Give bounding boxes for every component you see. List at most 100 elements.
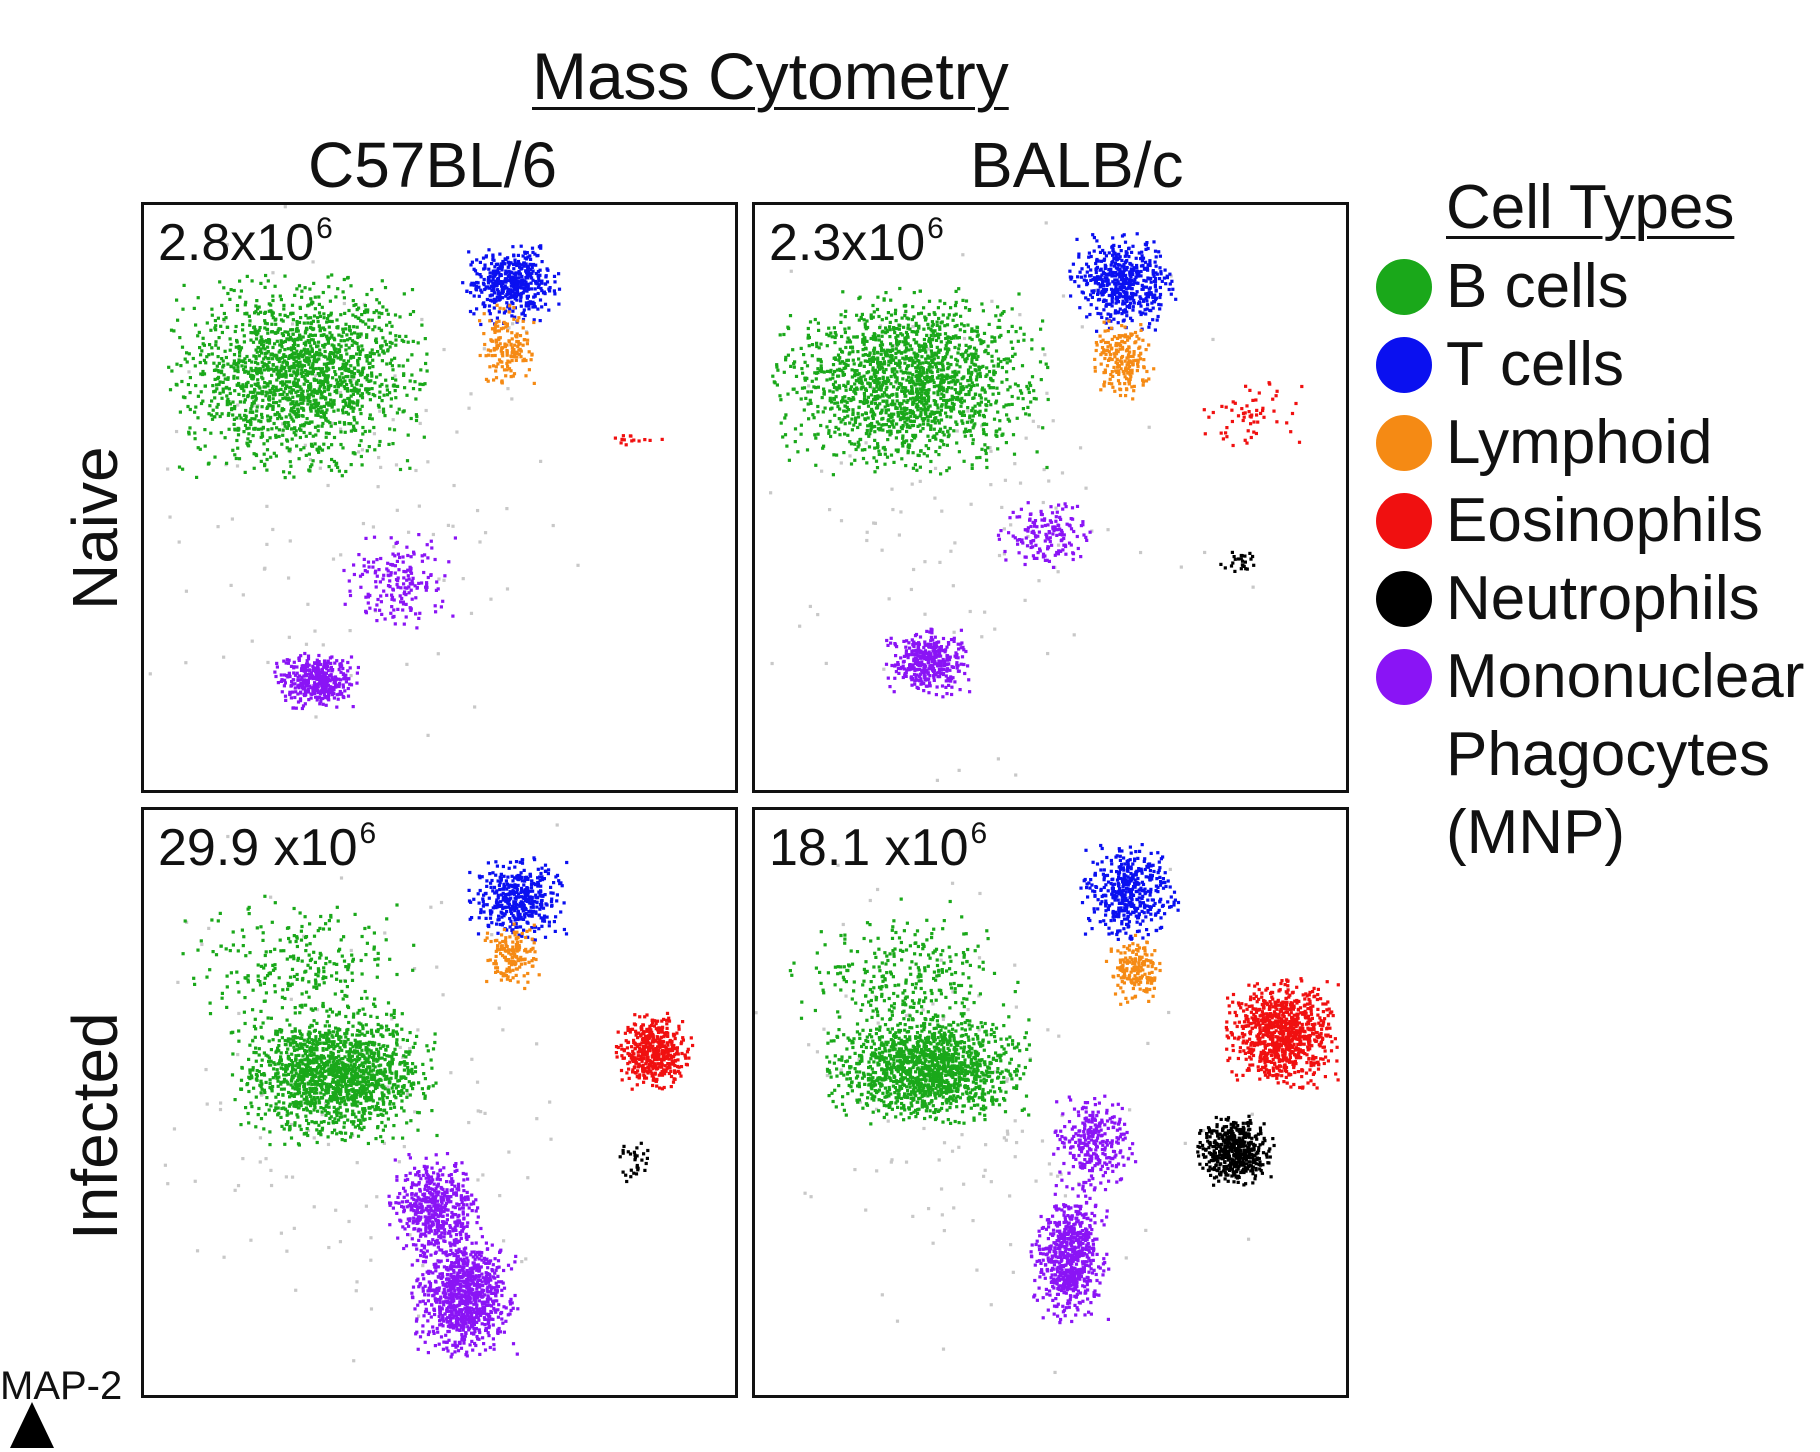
data-point [344, 368, 348, 373]
data-point [515, 332, 519, 336]
data-point [893, 375, 898, 379]
data-point [225, 399, 229, 403]
data-point [291, 318, 295, 322]
data-point [292, 361, 296, 366]
data-point [303, 377, 307, 381]
data-point [528, 254, 532, 258]
data-point [329, 383, 333, 388]
data-point [867, 353, 872, 357]
data-point [836, 353, 841, 357]
data-point [408, 466, 412, 470]
data-point [970, 463, 974, 467]
data-point [220, 330, 224, 335]
data-point [1039, 378, 1043, 382]
data-point [293, 403, 297, 407]
data-point [381, 336, 385, 340]
data-point [276, 417, 280, 421]
data-point [873, 380, 877, 384]
data-point [825, 332, 829, 336]
data-point [873, 336, 877, 340]
data-point [827, 326, 831, 330]
data-point [540, 289, 544, 293]
data-point [232, 362, 236, 366]
data-point [812, 416, 816, 420]
data-point [210, 346, 214, 350]
data-point [518, 265, 522, 269]
data-point [857, 405, 861, 409]
data-point [266, 357, 270, 361]
data-point [519, 304, 523, 308]
data-point [791, 348, 795, 352]
data-point [529, 302, 533, 306]
data-point [893, 402, 897, 406]
data-point [1006, 417, 1010, 421]
data-point [508, 360, 512, 364]
data-point [1002, 552, 1006, 556]
data-point [952, 396, 956, 400]
data-point [961, 253, 965, 257]
data-point [290, 388, 294, 392]
data-point [898, 286, 902, 291]
data-point [245, 427, 249, 431]
data-point [469, 291, 473, 295]
data-point [235, 304, 240, 308]
data-point [1123, 240, 1128, 244]
data-point [273, 367, 277, 372]
data-point [995, 386, 999, 390]
data-point [964, 306, 968, 310]
data-point [828, 419, 832, 423]
data-point [498, 265, 502, 269]
data-point [964, 392, 968, 397]
data-point [524, 304, 528, 308]
data-point [338, 390, 343, 395]
data-point [493, 269, 497, 273]
data-point [975, 357, 979, 361]
data-point [519, 349, 523, 353]
data-point [267, 309, 271, 313]
data-point [283, 365, 287, 370]
data-point [295, 444, 299, 448]
data-point [833, 331, 837, 335]
data-point [286, 661, 290, 665]
data-point [324, 418, 328, 422]
data-point [865, 401, 869, 405]
data-point [329, 313, 333, 317]
data-point [889, 313, 894, 317]
data-point [1046, 397, 1050, 402]
data-point [169, 328, 174, 332]
data-point [402, 582, 406, 586]
data-point [275, 356, 279, 360]
data-point [266, 368, 271, 372]
data-point [929, 427, 933, 431]
data-point [364, 536, 368, 540]
data-point [339, 367, 344, 371]
data-point [953, 541, 957, 545]
data-point [342, 405, 346, 409]
data-point [910, 385, 914, 389]
data-point [1104, 299, 1108, 303]
data-point [201, 336, 205, 340]
data-point [317, 295, 321, 299]
data-point [490, 288, 494, 293]
data-point [330, 333, 334, 337]
data-point [972, 424, 976, 428]
data-point [484, 377, 489, 381]
data-point [176, 318, 180, 322]
data-point [828, 370, 833, 374]
data-point [910, 363, 914, 368]
data-point [863, 417, 868, 422]
data-point [494, 338, 498, 342]
data-point [865, 538, 869, 543]
data-point [360, 370, 364, 374]
data-point [316, 407, 320, 411]
data-point [853, 369, 857, 373]
data-point [375, 558, 379, 562]
data-point [834, 425, 838, 429]
data-point [844, 388, 848, 392]
data-point [946, 316, 950, 320]
data-point [936, 368, 940, 372]
data-point [484, 285, 488, 289]
data-point [425, 352, 429, 356]
data-point [210, 313, 214, 317]
data-point [909, 389, 913, 393]
